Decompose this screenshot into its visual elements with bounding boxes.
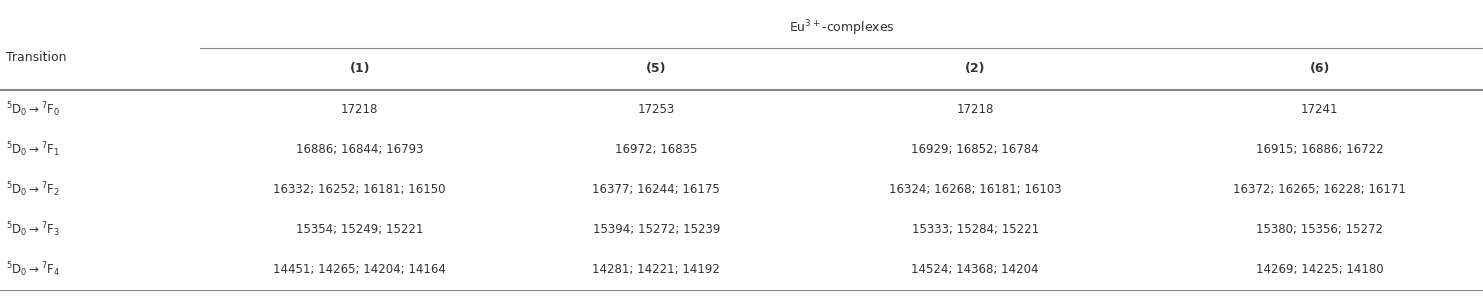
Text: Transition: Transition	[6, 51, 67, 64]
Text: (2): (2)	[965, 62, 985, 75]
Text: 17241: 17241	[1301, 103, 1339, 116]
Text: 16972; 16835: 16972; 16835	[615, 143, 697, 156]
Text: 17218: 17218	[341, 103, 378, 116]
Text: (1): (1)	[350, 62, 369, 75]
Text: 16332; 16252; 16181; 16150: 16332; 16252; 16181; 16150	[273, 183, 446, 196]
Text: 15394; 15272; 15239: 15394; 15272; 15239	[593, 223, 719, 237]
Text: $^5$D$_0$$\rightarrow$$^7$F$_0$: $^5$D$_0$$\rightarrow$$^7$F$_0$	[6, 100, 59, 119]
Text: (5): (5)	[647, 62, 666, 75]
Text: 15380; 15356; 15272: 15380; 15356; 15272	[1256, 223, 1384, 237]
Text: 16929; 16852; 16784: 16929; 16852; 16784	[911, 143, 1040, 156]
Text: Eu$^{3+}$-complexes: Eu$^{3+}$-complexes	[789, 19, 894, 38]
Text: 16372; 16265; 16228; 16171: 16372; 16265; 16228; 16171	[1234, 183, 1406, 196]
Text: 14451; 14265; 14204; 14164: 14451; 14265; 14204; 14164	[273, 263, 446, 277]
Text: 15333; 15284; 15221: 15333; 15284; 15221	[912, 223, 1038, 237]
Text: (6): (6)	[1309, 62, 1330, 75]
Text: 15354; 15249; 15221: 15354; 15249; 15221	[297, 223, 423, 237]
Text: $^5$D$_0$$\rightarrow$$^7$F$_3$: $^5$D$_0$$\rightarrow$$^7$F$_3$	[6, 221, 59, 239]
Text: $^5$D$_0$$\rightarrow$$^7$F$_1$: $^5$D$_0$$\rightarrow$$^7$F$_1$	[6, 141, 59, 159]
Text: 16886; 16844; 16793: 16886; 16844; 16793	[297, 143, 423, 156]
Text: 16915; 16886; 16722: 16915; 16886; 16722	[1256, 143, 1384, 156]
Text: 16324; 16268; 16181; 16103: 16324; 16268; 16181; 16103	[888, 183, 1062, 196]
Text: 17218: 17218	[957, 103, 994, 116]
Text: 17253: 17253	[638, 103, 675, 116]
Text: 14524; 14368; 14204: 14524; 14368; 14204	[912, 263, 1038, 277]
Text: 16377; 16244; 16175: 16377; 16244; 16175	[592, 183, 721, 196]
Text: 14269; 14225; 14180: 14269; 14225; 14180	[1256, 263, 1384, 277]
Text: 14281; 14221; 14192: 14281; 14221; 14192	[592, 263, 721, 277]
Text: $^5$D$_0$$\rightarrow$$^7$F$_2$: $^5$D$_0$$\rightarrow$$^7$F$_2$	[6, 181, 59, 199]
Text: $^5$D$_0$$\rightarrow$$^7$F$_4$: $^5$D$_0$$\rightarrow$$^7$F$_4$	[6, 261, 61, 279]
